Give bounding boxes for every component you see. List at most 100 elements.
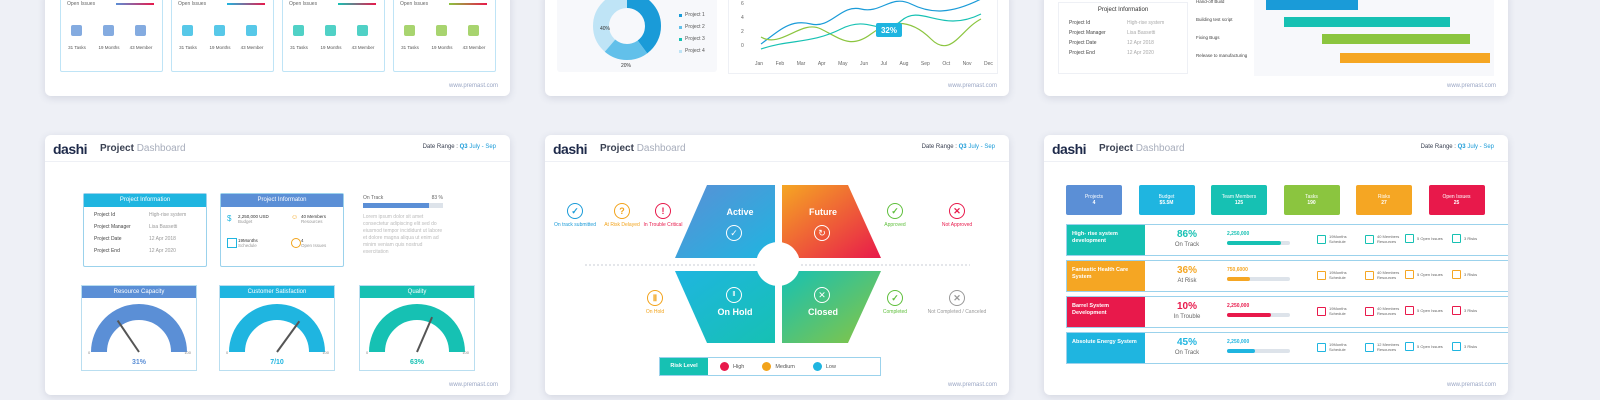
y-tick: 4 — [741, 15, 744, 21]
project-name: Barrel System Development — [1067, 297, 1145, 327]
date-range[interactable]: Date Range : Q3 July - Sep — [921, 144, 995, 150]
status-icon: ! — [655, 203, 671, 219]
date-range[interactable]: Date Range : Q3 July - Sep — [1420, 144, 1494, 150]
tasks-icon — [404, 25, 415, 36]
status-label: On Hold — [645, 309, 665, 315]
quad-closed — [782, 271, 881, 343]
issues-label: Open Issues — [301, 243, 327, 248]
project-row[interactable]: Absolute Energy System 45% On Track 2,250,0… — [1066, 332, 1508, 364]
on-track-label: On Track — [363, 195, 384, 201]
team-icon — [1365, 306, 1374, 316]
legend-label: Project 2 — [685, 24, 705, 30]
risk-item: Medium — [762, 362, 795, 371]
gantt-label: Release to manufacturing — [1196, 53, 1248, 58]
mini-card-stat: 19 Months — [431, 45, 453, 50]
project-percent: 45% — [1176, 337, 1197, 348]
info-row: Project Id High-rise system — [84, 209, 206, 221]
footer-url: www.premast.com — [947, 382, 997, 388]
y-tick: 2 — [741, 29, 744, 35]
open-issues-bar — [449, 3, 487, 5]
gantt-panel: Hand-off Build Building test script Fixing… — [1194, 0, 1494, 78]
status-icon: ✓ — [887, 203, 903, 219]
info-row: Project End 12 Apr 2020 — [1059, 48, 1187, 58]
status-icon: ✓ — [567, 203, 583, 219]
calendar-icon — [1317, 234, 1326, 244]
project-row[interactable]: Barrel System Development 10% In Trouble 2,… — [1066, 296, 1508, 328]
x-tick: Sep — [920, 61, 930, 67]
status-icon: Ⅱ — [647, 290, 663, 306]
project-budget-bar — [1227, 349, 1290, 353]
project-stat-label: 12 Members Resources — [1377, 342, 1400, 352]
project-stat: 3 Risks — [1452, 234, 1498, 243]
status-indicator: ✕ Not Completed / Canceled — [927, 290, 987, 315]
legend-label: Project 4 — [685, 48, 705, 54]
project-percent: 10% — [1176, 301, 1197, 312]
kpi-tile: Open Issues 25 — [1428, 185, 1485, 215]
page-title: Project Dashboard — [600, 143, 686, 154]
project-stat: 19Months Schedule — [1317, 306, 1363, 316]
clock-icon — [1405, 234, 1414, 243]
line-chart-panel: 6 4 2 0 32% Jan Feb Mar Apr May Jun Jul Aug Sep Oct N… — [728, 0, 998, 74]
info-row: Project Manager Lisa Bassetti — [1059, 28, 1187, 38]
info-row: Project Id High-rise system — [1059, 18, 1187, 28]
risk-label: Low — [825, 363, 836, 370]
kpi-title: Risks — [1377, 194, 1391, 200]
kpi-value: 190 — [1307, 200, 1316, 206]
kpi-tile: Risks 27 — [1356, 185, 1412, 215]
top-mid-card: 40% 20% Project 1 Project 2 Project 3 Proje… — [545, 0, 1009, 96]
risk-dot — [762, 362, 772, 371]
project-budget: 2,250,000 — [1227, 303, 1250, 309]
info-row: Project Date 12 Apr 2018 — [84, 233, 206, 245]
gauge-card: Quality 0 100 63% — [359, 285, 475, 371]
clock-icon — [1405, 342, 1414, 351]
project-stat-label: 19Months Schedule — [1329, 270, 1347, 280]
project-status: At Risk — [1177, 278, 1197, 284]
project-row[interactable]: High- rise system development 86% On Track… — [1066, 224, 1508, 256]
risk-item: Low — [812, 362, 836, 371]
kpi-value: 125 — [1234, 200, 1244, 206]
warning-icon — [1452, 270, 1461, 279]
x-tick: Oct — [942, 61, 951, 67]
gauge-dial — [91, 304, 187, 353]
project-status: On Track — [1174, 350, 1200, 356]
info-key: Project Id — [94, 212, 116, 218]
gauge-title: Resource Capacity — [82, 286, 196, 298]
dashboard-card-1: dashi Project Dashboard Date Range : Q3 … — [45, 135, 510, 395]
gauge-title: Quality — [360, 286, 474, 298]
legend-swatch — [679, 13, 682, 17]
status-label: Not Completed / Canceled — [927, 309, 987, 315]
project-row[interactable]: Fantastic Health Care System 36% At Risk 75… — [1066, 260, 1508, 292]
x-tick: Aug — [899, 61, 909, 67]
info-key: Project End — [94, 248, 120, 254]
calendar-icon — [1317, 306, 1326, 316]
project-info-title: Project Information — [84, 194, 206, 207]
quad-future — [782, 185, 881, 258]
gauge-value: 31% — [131, 359, 146, 366]
legend-swatch — [679, 37, 682, 41]
status-indicator: ✕ Not Approved — [927, 203, 987, 228]
open-issues-bar — [338, 3, 376, 5]
issues-value: 4 — [301, 238, 304, 243]
top-right-card: Project Information Project Id High-rise … — [1044, 0, 1508, 96]
project-stat: 5 Open Issues — [1405, 342, 1451, 351]
team-icon — [357, 25, 368, 36]
dashi-logo: dashi — [1052, 141, 1087, 157]
gauge-arc — [91, 304, 187, 353]
project-stat: 5 Open Issues — [1405, 270, 1451, 279]
open-issues-bar — [116, 3, 154, 5]
kpi-title: Open Issues — [1442, 194, 1471, 200]
gauge-card: Resource Capacity 0 100 31% — [81, 285, 197, 371]
x-tick: Feb — [775, 61, 785, 67]
project-stat: 40 Members Resources — [1365, 234, 1411, 244]
gauge-arc — [229, 304, 325, 353]
donut-chart — [593, 0, 661, 60]
project-stat-label: 19Months Schedule — [1329, 234, 1347, 244]
tasks-icon — [71, 25, 82, 36]
mini-card-stat: 31 Tasks — [68, 45, 86, 50]
project-status: On Track — [1174, 242, 1200, 248]
kpi-title: Team Members — [1221, 194, 1257, 200]
gauge-max: 100 — [184, 350, 191, 355]
date-range[interactable]: Date Range : Q3 July - Sep — [422, 144, 496, 150]
status-indicator: ✓ On track submitted — [545, 203, 605, 228]
gauge-title: Customer Satisfaction — [220, 286, 334, 298]
